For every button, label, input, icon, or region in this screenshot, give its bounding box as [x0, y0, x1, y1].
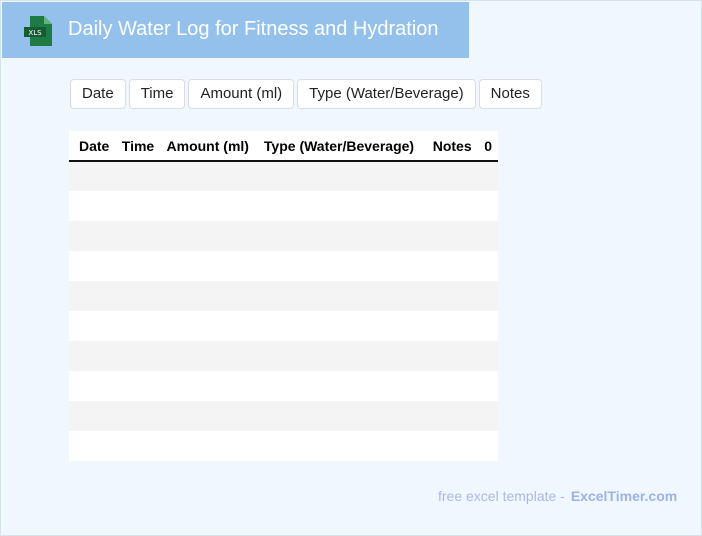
- table-cell[interactable]: [258, 251, 428, 281]
- table-row: [69, 191, 498, 221]
- footer: free excel template - ExcelTimer.com: [438, 488, 677, 504]
- table-cell[interactable]: [69, 161, 117, 191]
- footer-text: free excel template -: [438, 488, 565, 504]
- table-cell[interactable]: [479, 311, 498, 341]
- table-cell[interactable]: [258, 191, 428, 221]
- table-cell[interactable]: [258, 161, 428, 191]
- table-cell[interactable]: [427, 311, 480, 341]
- table-cell[interactable]: [69, 401, 117, 431]
- water-log-table: Date Time Amount (ml) Type (Water/Bevera…: [69, 131, 498, 461]
- table-row: [69, 431, 498, 461]
- svg-text:XLS: XLS: [28, 29, 42, 37]
- footer-link[interactable]: ExcelTimer.com: [570, 488, 678, 504]
- table-cell[interactable]: [161, 311, 259, 341]
- table-cell[interactable]: [258, 341, 428, 371]
- table-row: [69, 341, 498, 371]
- chip-notes[interactable]: Notes: [478, 79, 542, 109]
- table-cell[interactable]: [258, 431, 428, 461]
- table-row: [69, 311, 498, 341]
- table-cell[interactable]: [479, 401, 498, 431]
- table-cell[interactable]: [479, 371, 498, 401]
- col-type: Type (Water/Beverage): [258, 131, 428, 162]
- table-cell[interactable]: [427, 161, 480, 191]
- col-time: Time: [116, 131, 162, 162]
- table-cell[interactable]: [161, 431, 259, 461]
- table-cell[interactable]: [427, 281, 480, 311]
- col-amount: Amount (ml): [161, 131, 259, 162]
- excel-file-icon: XLS: [24, 16, 52, 46]
- table-row: [69, 281, 498, 311]
- header-banner: XLS Daily Water Log for Fitness and Hydr…: [2, 2, 469, 58]
- table-row: [69, 371, 498, 401]
- table-cell[interactable]: [161, 371, 259, 401]
- table-cell[interactable]: [69, 311, 117, 341]
- table-cell[interactable]: [161, 251, 259, 281]
- table-cell[interactable]: [161, 341, 259, 371]
- table-cell[interactable]: [116, 341, 162, 371]
- table-cell[interactable]: [479, 431, 498, 461]
- table-row: [69, 161, 498, 191]
- table-cell[interactable]: [479, 251, 498, 281]
- col-notes: Notes: [427, 131, 480, 162]
- table-cell[interactable]: [116, 191, 162, 221]
- table-row: [69, 251, 498, 281]
- table-cell[interactable]: [161, 191, 259, 221]
- chip-date[interactable]: Date: [70, 79, 126, 109]
- table-cell[interactable]: [116, 221, 162, 251]
- table-cell[interactable]: [258, 371, 428, 401]
- table-cell[interactable]: [479, 341, 498, 371]
- table-header-row: Date Time Amount (ml) Type (Water/Bevera…: [69, 131, 498, 162]
- col-0: 0: [479, 131, 498, 162]
- table-cell[interactable]: [116, 281, 162, 311]
- table-cell[interactable]: [161, 281, 259, 311]
- col-date: Date: [69, 131, 117, 162]
- chip-type[interactable]: Type (Water/Beverage): [297, 79, 476, 109]
- table-cell[interactable]: [427, 341, 480, 371]
- table-cell[interactable]: [116, 251, 162, 281]
- table-cell[interactable]: [479, 281, 498, 311]
- table-cell[interactable]: [69, 191, 117, 221]
- table-cell[interactable]: [69, 431, 117, 461]
- table-cell[interactable]: [427, 191, 480, 221]
- table-cell[interactable]: [69, 221, 117, 251]
- page-title: Daily Water Log for Fitness and Hydratio…: [68, 18, 439, 40]
- table-cell[interactable]: [479, 221, 498, 251]
- table-cell[interactable]: [427, 401, 480, 431]
- table-cell[interactable]: [161, 161, 259, 191]
- table-cell[interactable]: [427, 371, 480, 401]
- table-cell[interactable]: [116, 161, 162, 191]
- table-cell[interactable]: [479, 191, 498, 221]
- table-row: [69, 401, 498, 431]
- table-cell[interactable]: [116, 371, 162, 401]
- table-cell[interactable]: [116, 311, 162, 341]
- table-cell[interactable]: [258, 221, 428, 251]
- column-chips: Date Time Amount (ml) Type (Water/Bevera…: [70, 79, 542, 109]
- chip-amount[interactable]: Amount (ml): [188, 79, 295, 109]
- table-cell[interactable]: [258, 311, 428, 341]
- table-cell[interactable]: [427, 251, 480, 281]
- table-row: [69, 221, 498, 251]
- table-cell[interactable]: [479, 161, 498, 191]
- table-cell[interactable]: [69, 341, 117, 371]
- table-cell[interactable]: [116, 431, 162, 461]
- table-cell[interactable]: [258, 281, 428, 311]
- table-cell[interactable]: [116, 401, 162, 431]
- table-cell[interactable]: [69, 251, 117, 281]
- chip-time[interactable]: Time: [128, 79, 186, 109]
- table-cell[interactable]: [258, 401, 428, 431]
- table-cell[interactable]: [427, 221, 480, 251]
- table-cell[interactable]: [161, 221, 259, 251]
- table-cell[interactable]: [69, 281, 117, 311]
- table-cell[interactable]: [161, 401, 259, 431]
- table-cell[interactable]: [69, 371, 117, 401]
- table-cell[interactable]: [427, 431, 480, 461]
